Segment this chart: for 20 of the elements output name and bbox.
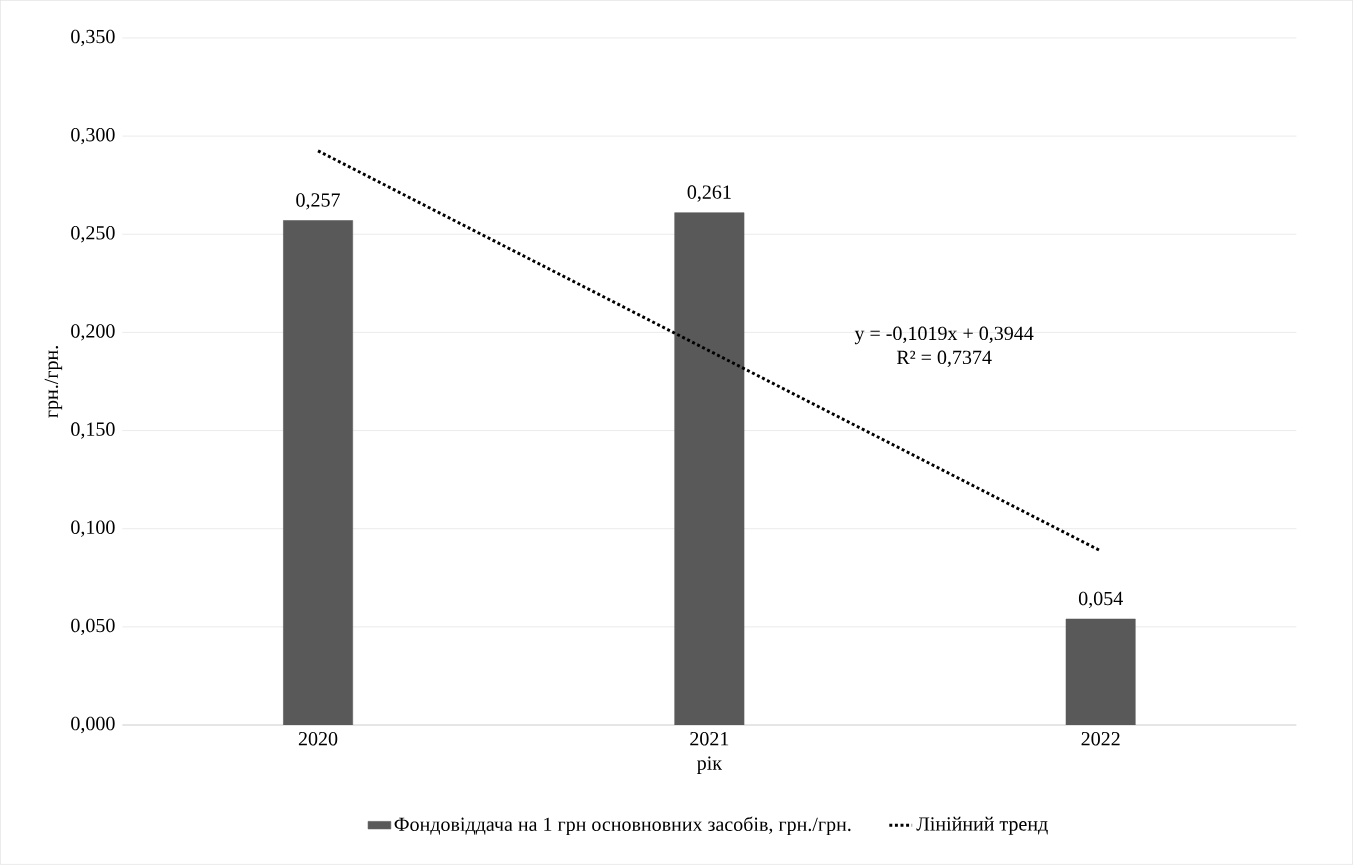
data-label: 0,257 <box>296 193 340 210</box>
x-tick-label: 2020 <box>298 732 338 746</box>
y-tick-label: 0,250 <box>71 226 115 243</box>
y-tick-label: 0,350 <box>71 29 115 47</box>
annotation: R² = 0,7374 <box>896 350 992 368</box>
x-tick-label: 2022 <box>1081 732 1120 746</box>
annotation: y = -0,1019x + 0,3944 <box>854 326 1034 345</box>
y-tick-label: 0,150 <box>71 422 115 439</box>
y-tick-label: 0,100 <box>71 520 115 538</box>
legend-label: Фондовіддача на 1 грн основновних засобів, грн./грн. <box>394 816 851 836</box>
y-axis-title: грн./грн. <box>44 346 63 418</box>
x-tick-label: 2021 <box>690 732 729 746</box>
x-axis-title: рік <box>697 756 723 775</box>
legend-label: Лінійний тренд <box>916 816 1048 835</box>
y-tick-label: 0,300 <box>71 128 115 145</box>
y-tick-label: 0,050 <box>71 618 115 636</box>
data-label: 0,054 <box>1078 591 1123 609</box>
y-tick-label: 0,200 <box>71 324 115 341</box>
data-label: 0,261 <box>687 185 731 202</box>
y-tick-label: 0,000 <box>71 716 115 734</box>
